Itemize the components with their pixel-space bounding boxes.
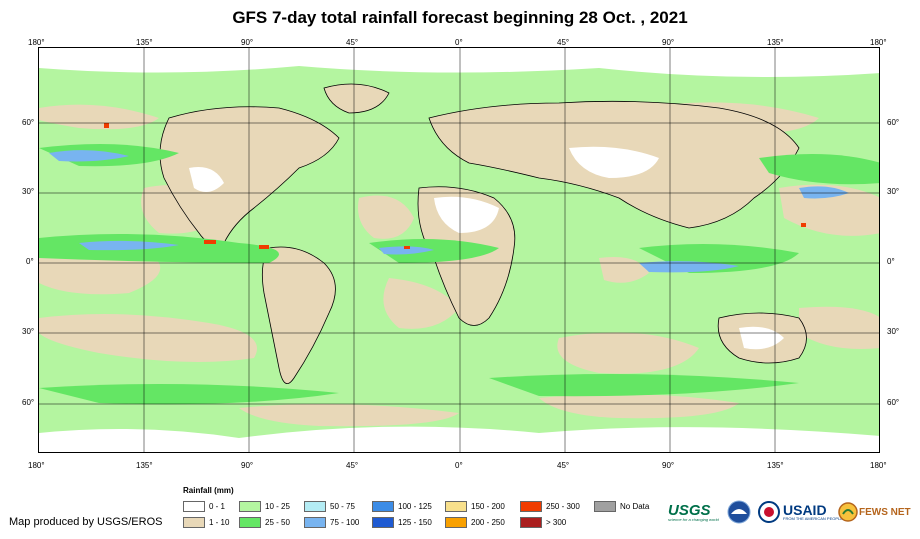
- rainfall-map-canvas: [39, 48, 879, 452]
- lon-label-top: 45°: [346, 38, 359, 47]
- lon-label-bottom: 180°: [28, 461, 45, 470]
- legend-swatch: [520, 501, 542, 512]
- legend-item: 100 - 125: [372, 501, 432, 512]
- moderate-rain-bands: [39, 144, 879, 405]
- legend-swatch: [520, 517, 542, 528]
- lon-label-top: 90°: [662, 38, 675, 47]
- lon-label-top: 0°: [455, 38, 463, 47]
- lon-label-top: 180°: [870, 38, 887, 47]
- greenland: [323, 83, 390, 114]
- heavy-rain-bands: [49, 150, 849, 273]
- legend-swatch: [183, 517, 205, 528]
- legend-swatch: [372, 517, 394, 528]
- lat-label-right: 0°: [887, 257, 895, 266]
- fews-net-logo: FEWS NET: [838, 498, 911, 526]
- lon-label-bottom: 135°: [136, 461, 153, 470]
- legend-swatch: [594, 501, 616, 512]
- north-america: [159, 106, 340, 245]
- lat-label-left: 30°: [22, 327, 35, 336]
- lon-label-bottom: 180°: [870, 461, 887, 470]
- lat-label-left: 30°: [22, 187, 35, 196]
- noaa-logo: [727, 498, 751, 526]
- legend-item: 150 - 200: [445, 501, 505, 512]
- arid-land: [189, 146, 784, 350]
- legend-swatch: [183, 501, 205, 512]
- usaid-logo: USAID FROM THE AMERICAN PEOPLE: [758, 498, 843, 526]
- legend-item: 250 - 300: [520, 501, 580, 512]
- lat-label-left: 60°: [22, 118, 35, 127]
- legend-item: 50 - 75: [304, 501, 355, 512]
- fews-emblem: [838, 502, 858, 522]
- lon-label-bottom: 45°: [557, 461, 570, 470]
- legend-item: > 300: [520, 517, 566, 528]
- lon-label-top: 90°: [241, 38, 254, 47]
- legend-item: 1 - 10: [183, 517, 229, 528]
- legend-swatch: [372, 501, 394, 512]
- lat-label-right: 60°: [887, 118, 900, 127]
- credit-text: Map produced by USGS/EROS: [9, 516, 163, 528]
- lat-label-right: 30°: [887, 327, 900, 336]
- usgs-logo: USGS science for a changing world: [668, 501, 719, 522]
- map-title: GFS 7-day total rainfall forecast beginn…: [232, 8, 688, 27]
- usaid-emblem: [758, 501, 780, 523]
- legend-item: 125 - 150: [372, 517, 432, 528]
- lat-label-left: 0°: [26, 257, 34, 266]
- lon-label-bottom: 0°: [455, 461, 463, 470]
- legend-swatch: [445, 517, 467, 528]
- lon-label-bottom: 90°: [241, 461, 254, 470]
- legend-swatch: [239, 517, 261, 528]
- lon-label-top: 180°: [28, 38, 45, 47]
- graticule: [39, 48, 879, 452]
- legend-item: 75 - 100: [304, 517, 359, 528]
- lat-label-right: 30°: [887, 187, 900, 196]
- legend-item: 0 - 1: [183, 501, 225, 512]
- legend-item: 200 - 250: [445, 517, 505, 528]
- lon-label-top: 135°: [767, 38, 784, 47]
- legend-item: 25 - 50: [239, 517, 290, 528]
- antarctica: [39, 426, 879, 452]
- lat-label-right: 60°: [887, 398, 900, 407]
- lat-label-left: 60°: [22, 398, 35, 407]
- noaa-emblem: [727, 500, 751, 524]
- lon-label-bottom: 90°: [662, 461, 675, 470]
- extreme-rain-spots: [104, 123, 806, 249]
- legend-swatch: [239, 501, 261, 512]
- legend-item: No Data: [594, 501, 649, 512]
- lon-label-top: 45°: [557, 38, 570, 47]
- rainfall-map: [38, 47, 880, 453]
- legend-title: Rainfall (mm): [183, 486, 234, 495]
- lon-label-bottom: 135°: [767, 461, 784, 470]
- legend-swatch: [304, 501, 326, 512]
- lon-label-top: 135°: [136, 38, 153, 47]
- legend-swatch: [304, 517, 326, 528]
- legend-swatch: [445, 501, 467, 512]
- lon-label-bottom: 45°: [346, 461, 359, 470]
- legend-item: 10 - 25: [239, 501, 290, 512]
